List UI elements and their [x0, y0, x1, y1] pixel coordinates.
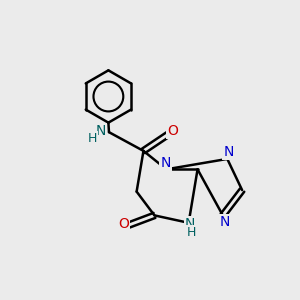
Text: O: O — [167, 124, 178, 138]
Text: N: N — [220, 215, 230, 229]
Text: N: N — [224, 146, 234, 159]
Text: H: H — [88, 132, 97, 145]
Text: N: N — [95, 124, 106, 138]
Text: N: N — [185, 217, 195, 231]
Text: O: O — [118, 217, 129, 231]
Text: N: N — [160, 156, 171, 170]
Text: H: H — [187, 226, 196, 239]
